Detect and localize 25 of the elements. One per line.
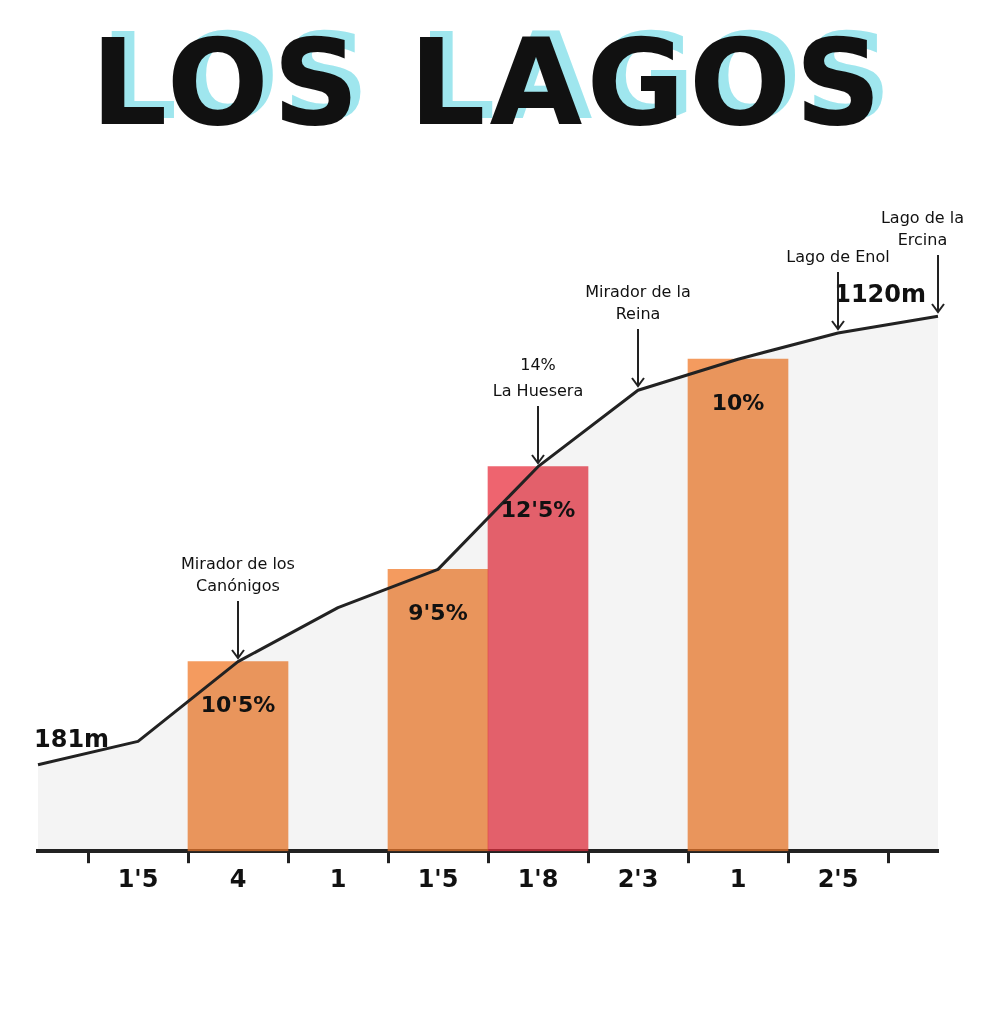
bar (187, 661, 289, 852)
annotation: La Huesera (492, 380, 584, 400)
x-tick-label: 2'5 (817, 864, 859, 893)
x-tick-label: 1'8 (517, 864, 559, 893)
annotation: 12'5% (500, 497, 576, 523)
annotation: Mirador de los Canónigos (181, 553, 295, 595)
x-tick-label: 1 (329, 864, 347, 893)
data-label: 181m (34, 724, 110, 753)
data-label: 1120m (834, 280, 926, 309)
annotation: 10% (711, 389, 765, 415)
bar (387, 569, 489, 852)
x-tick-label: 1 (729, 864, 747, 893)
bar (487, 466, 589, 852)
x-tick-label: 4 (229, 864, 247, 893)
text: Lago de la Ercina (880, 208, 964, 250)
annotation: 9'5% (408, 600, 468, 626)
x-tick-label: 2'3 (617, 864, 659, 893)
x-tick-label: 1'5 (117, 864, 159, 893)
bar (687, 358, 789, 852)
annotation: 14% (520, 354, 556, 374)
chart-title: LOS LAGOS (89, 12, 887, 154)
x-tick-label: 1'5 (417, 864, 459, 893)
annotation: Mirador de la Reina (585, 282, 691, 324)
annotation: Lago de Enol (786, 247, 890, 267)
annotation: 10'5% (200, 692, 276, 718)
